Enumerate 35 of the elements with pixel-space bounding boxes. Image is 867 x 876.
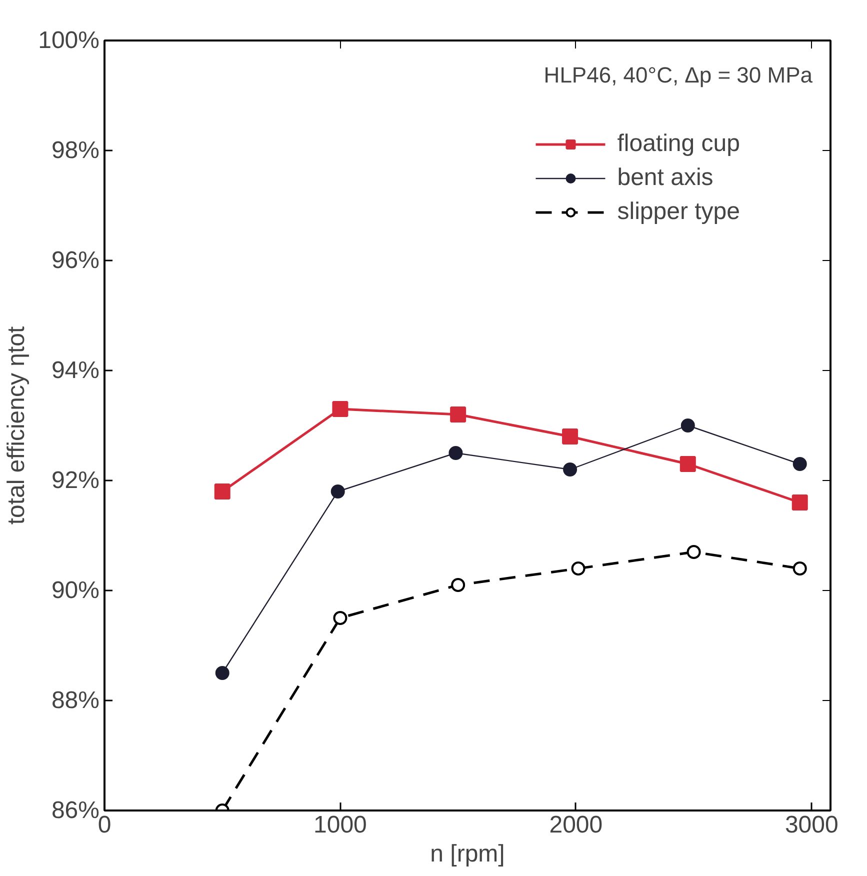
point [563, 462, 578, 476]
point [450, 406, 466, 422]
y-axis-title: total efficiency ηtot [3, 326, 30, 525]
y-tick-label: 92% [51, 467, 100, 494]
point [330, 484, 345, 498]
y-tick-label: 96% [51, 247, 100, 274]
point [680, 418, 695, 432]
point [448, 446, 463, 460]
point [215, 666, 230, 680]
y-tick-label: 100% [38, 27, 100, 54]
point [680, 456, 696, 472]
annotation: HLP46, 40°C, Δp = 30 MPa [544, 62, 814, 88]
y-tick-label: 86% [51, 797, 100, 824]
y-tick-label: 90% [51, 577, 100, 604]
point [214, 484, 230, 500]
point [686, 545, 701, 559]
y-tick-label: 88% [51, 687, 100, 714]
x-tick-label: 3000 [784, 812, 838, 838]
legend-label: bent axis [617, 164, 714, 192]
point [332, 401, 348, 417]
point [451, 578, 466, 592]
point [562, 428, 578, 444]
legend-label: floating cup [617, 130, 740, 158]
point [333, 611, 348, 625]
legend-label: slipper type [617, 198, 740, 226]
point [792, 562, 807, 576]
y-tick-label: 98% [51, 137, 100, 164]
point [792, 457, 807, 471]
x-tick-label: 1000 [314, 812, 367, 838]
y-tick-label: 94% [51, 357, 100, 384]
point [571, 562, 586, 576]
x-axis-title: n [rpm] [430, 840, 505, 868]
x-tick-label: 0 [98, 812, 112, 838]
x-tick-label: 2000 [549, 812, 603, 838]
point [792, 494, 808, 510]
